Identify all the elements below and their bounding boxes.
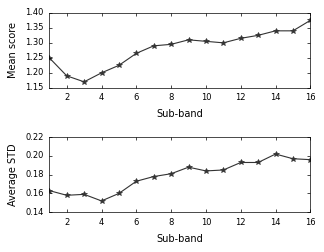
X-axis label: Sub-band: Sub-band bbox=[156, 109, 203, 119]
Y-axis label: Average STD: Average STD bbox=[8, 143, 18, 206]
Y-axis label: Mean score: Mean score bbox=[8, 22, 18, 78]
X-axis label: Sub-band: Sub-band bbox=[156, 234, 203, 244]
